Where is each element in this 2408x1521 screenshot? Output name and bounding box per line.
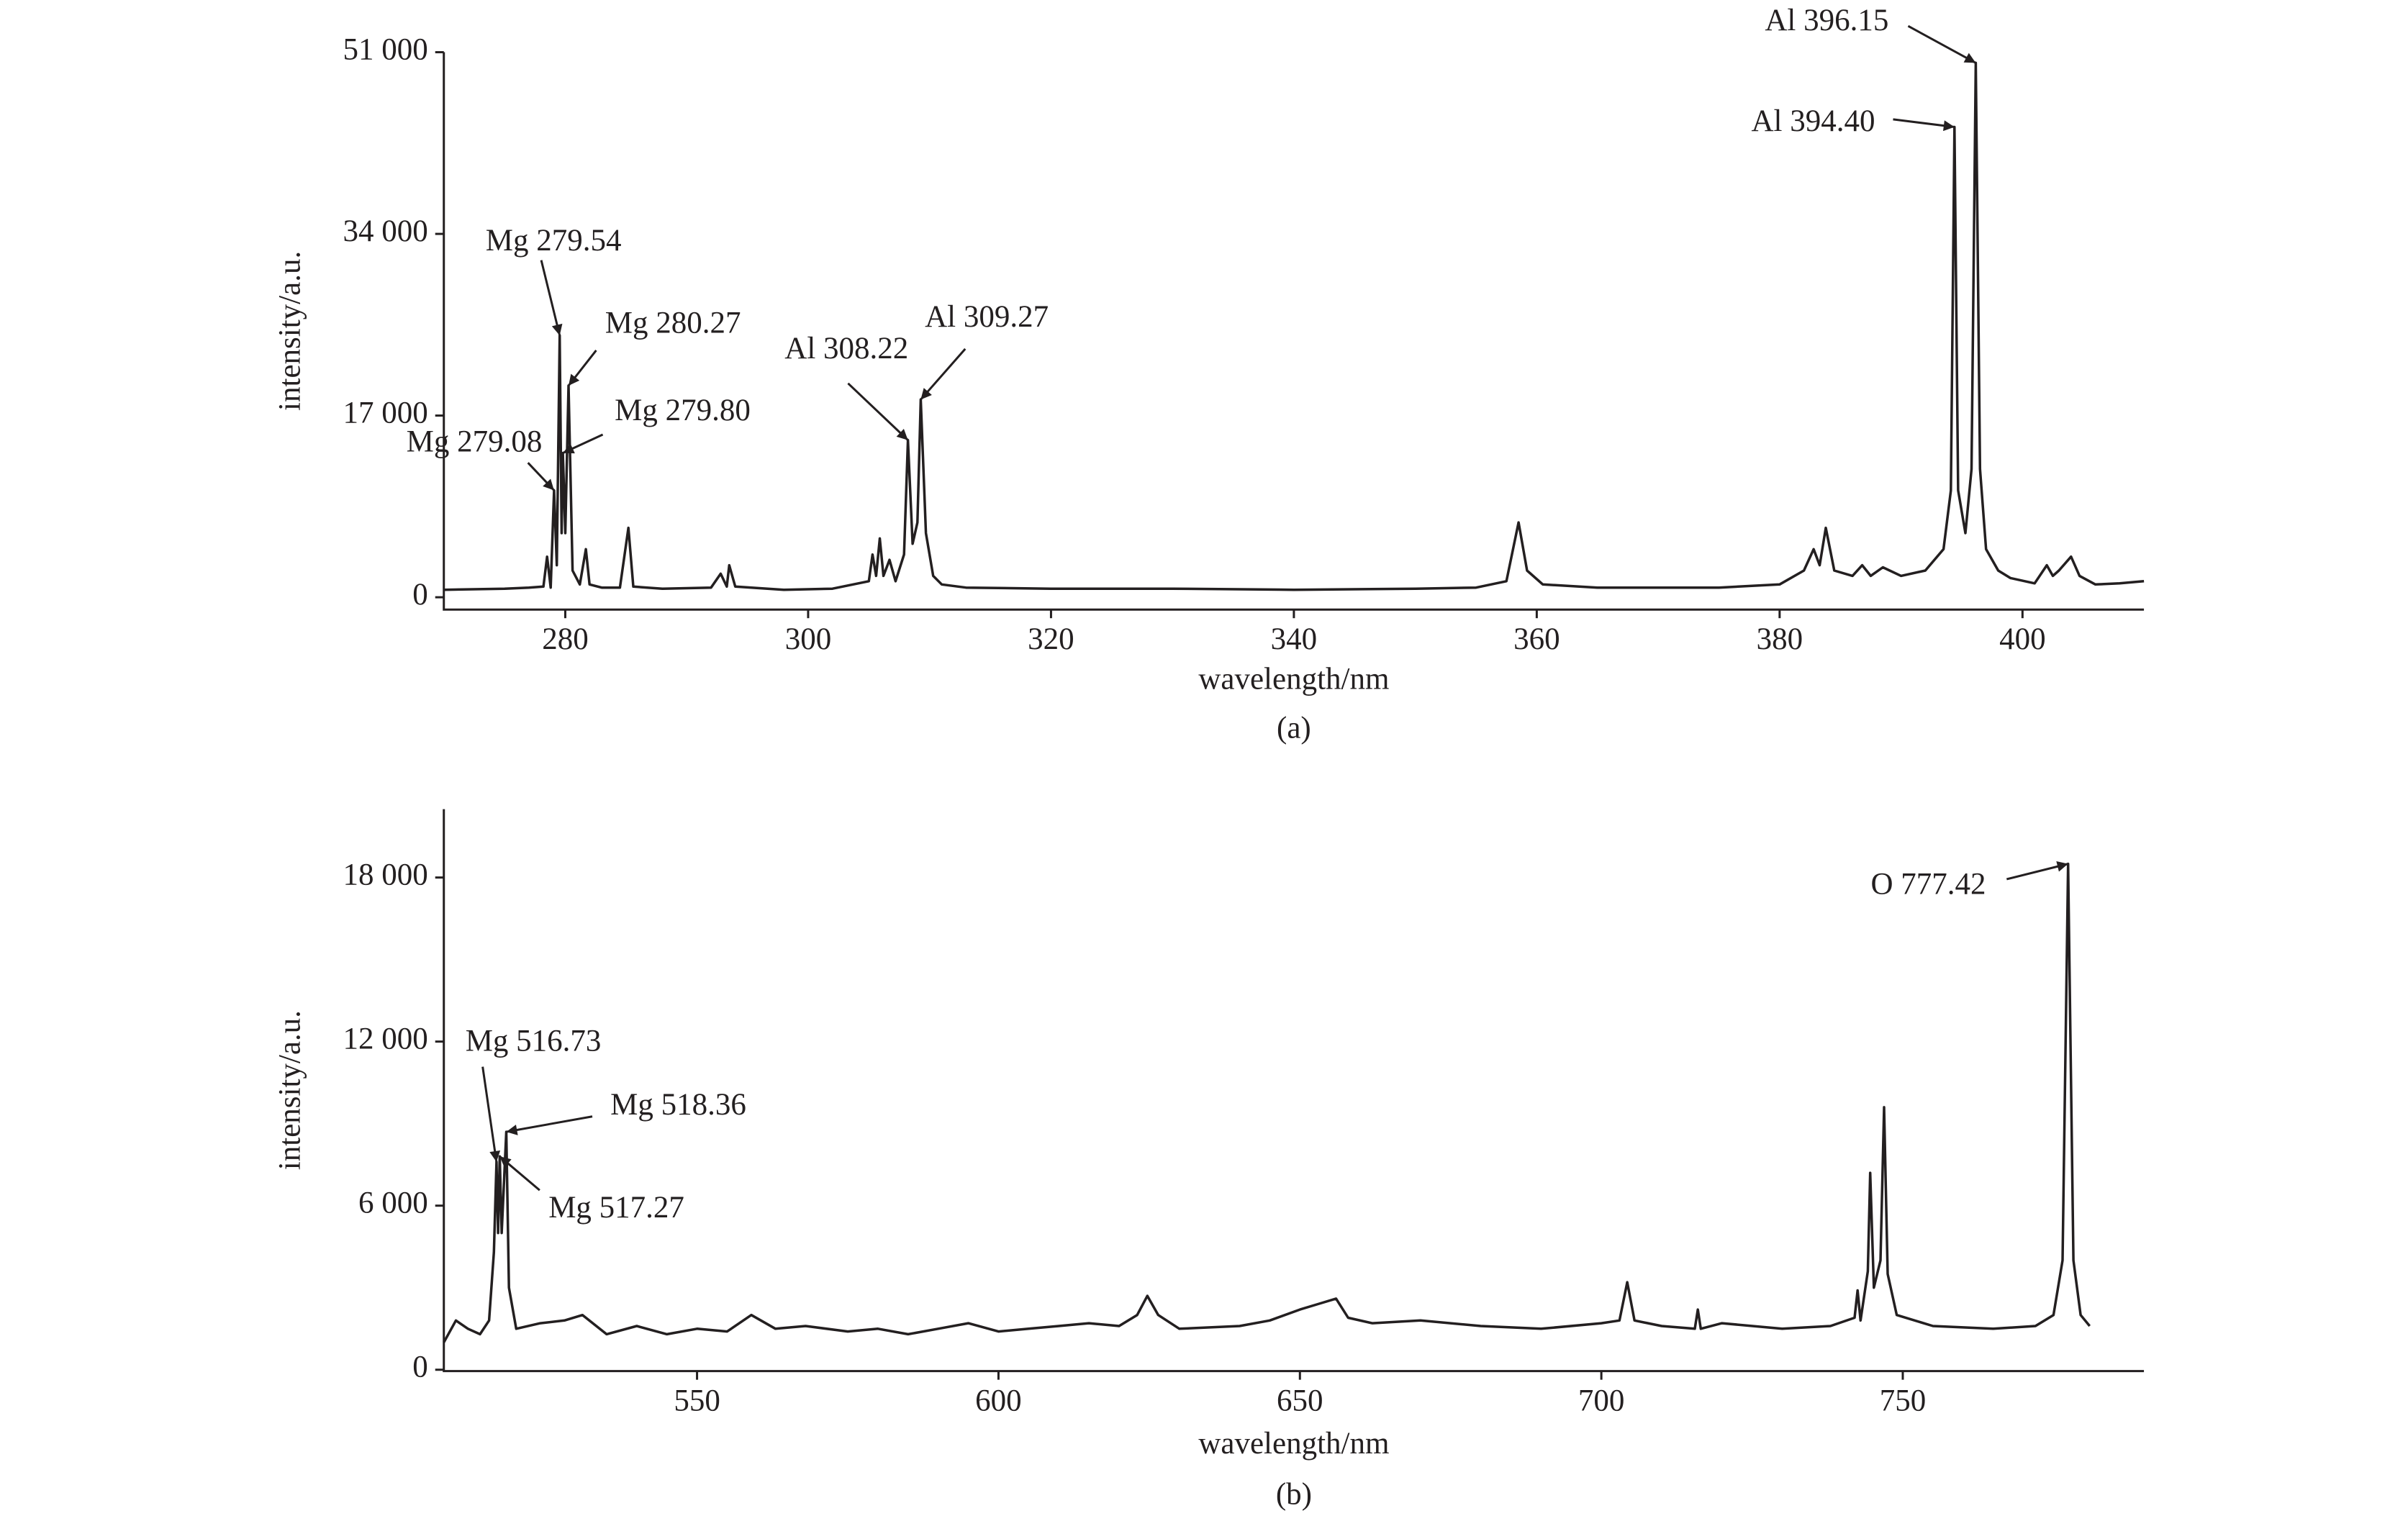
annotation-label: Mg 518.36 xyxy=(610,1088,746,1122)
y-tick-label: 6 000 xyxy=(358,1186,428,1220)
x-tick-label: 600 xyxy=(975,1384,1022,1418)
y-axis-label: intensity/a.u. xyxy=(273,1010,307,1170)
x-tick-label: 750 xyxy=(1880,1384,1927,1418)
x-tick-label: 650 xyxy=(1277,1384,1323,1418)
y-tick-label: 51 000 xyxy=(343,32,427,66)
annotation-label: O 777.42 xyxy=(1870,868,1986,902)
y-tick-label: 12 000 xyxy=(343,1022,427,1056)
x-tick-label: 320 xyxy=(1028,622,1074,656)
x-tick-label: 400 xyxy=(1999,622,2046,656)
x-tick-label: 300 xyxy=(785,622,832,656)
y-axis-label: intensity/a.u. xyxy=(273,251,307,411)
axes xyxy=(443,52,2145,611)
spectrum-line xyxy=(443,61,2145,591)
x-tick-label: 700 xyxy=(1578,1384,1625,1418)
y-tick-label: 0 xyxy=(412,1350,428,1384)
chart-title: (b) xyxy=(1276,1478,1312,1512)
x-tick-label: 340 xyxy=(1271,622,1318,656)
chart-title: (a) xyxy=(1277,712,1311,745)
annotation-label: Mg 279.80 xyxy=(615,394,751,427)
x-axis-label: wavelength/nm xyxy=(1198,662,1389,696)
annotation-arrow xyxy=(2006,861,2069,881)
annotation-arrow xyxy=(1907,24,1977,64)
spectrum-line xyxy=(443,862,2091,1343)
annotation-arrow xyxy=(527,462,556,491)
annotation-label: Al 394.40 xyxy=(1752,104,1875,138)
annotation-arrow xyxy=(567,349,597,386)
y-tick-label: 0 xyxy=(412,578,428,612)
annotation-arrow xyxy=(920,348,967,401)
annotation-arrow xyxy=(847,382,909,441)
annotation-label: Mg 279.54 xyxy=(486,224,622,258)
annotation-label: Al 396.15 xyxy=(1765,4,1888,37)
annotation-label: Al 309.27 xyxy=(925,300,1049,334)
y-tick-label: 17 000 xyxy=(343,396,427,430)
annotation-arrow xyxy=(506,1115,593,1135)
annotation-label: Mg 517.27 xyxy=(548,1191,684,1225)
annotation-label: Mg 516.73 xyxy=(466,1024,602,1058)
x-tick-label: 280 xyxy=(542,622,589,656)
x-tick-label: 550 xyxy=(674,1384,720,1418)
y-tick-label: 18 000 xyxy=(343,858,427,892)
annotation-arrow xyxy=(499,1155,540,1191)
annotation-arrow xyxy=(1893,118,1955,132)
annotation-label: Al 308.22 xyxy=(784,332,908,366)
annotation-arrow xyxy=(562,433,604,454)
y-tick-label: 34 000 xyxy=(343,214,427,248)
annotation-arrow xyxy=(540,260,563,336)
annotation-label: Mg 280.27 xyxy=(605,307,741,340)
annotation-arrow xyxy=(481,1066,501,1163)
x-tick-label: 380 xyxy=(1757,622,1803,656)
axes xyxy=(443,809,2145,1373)
x-tick-label: 360 xyxy=(1513,622,1560,656)
annotation-label: Mg 279.08 xyxy=(407,424,543,458)
x-axis-label: wavelength/nm xyxy=(1198,1427,1389,1461)
